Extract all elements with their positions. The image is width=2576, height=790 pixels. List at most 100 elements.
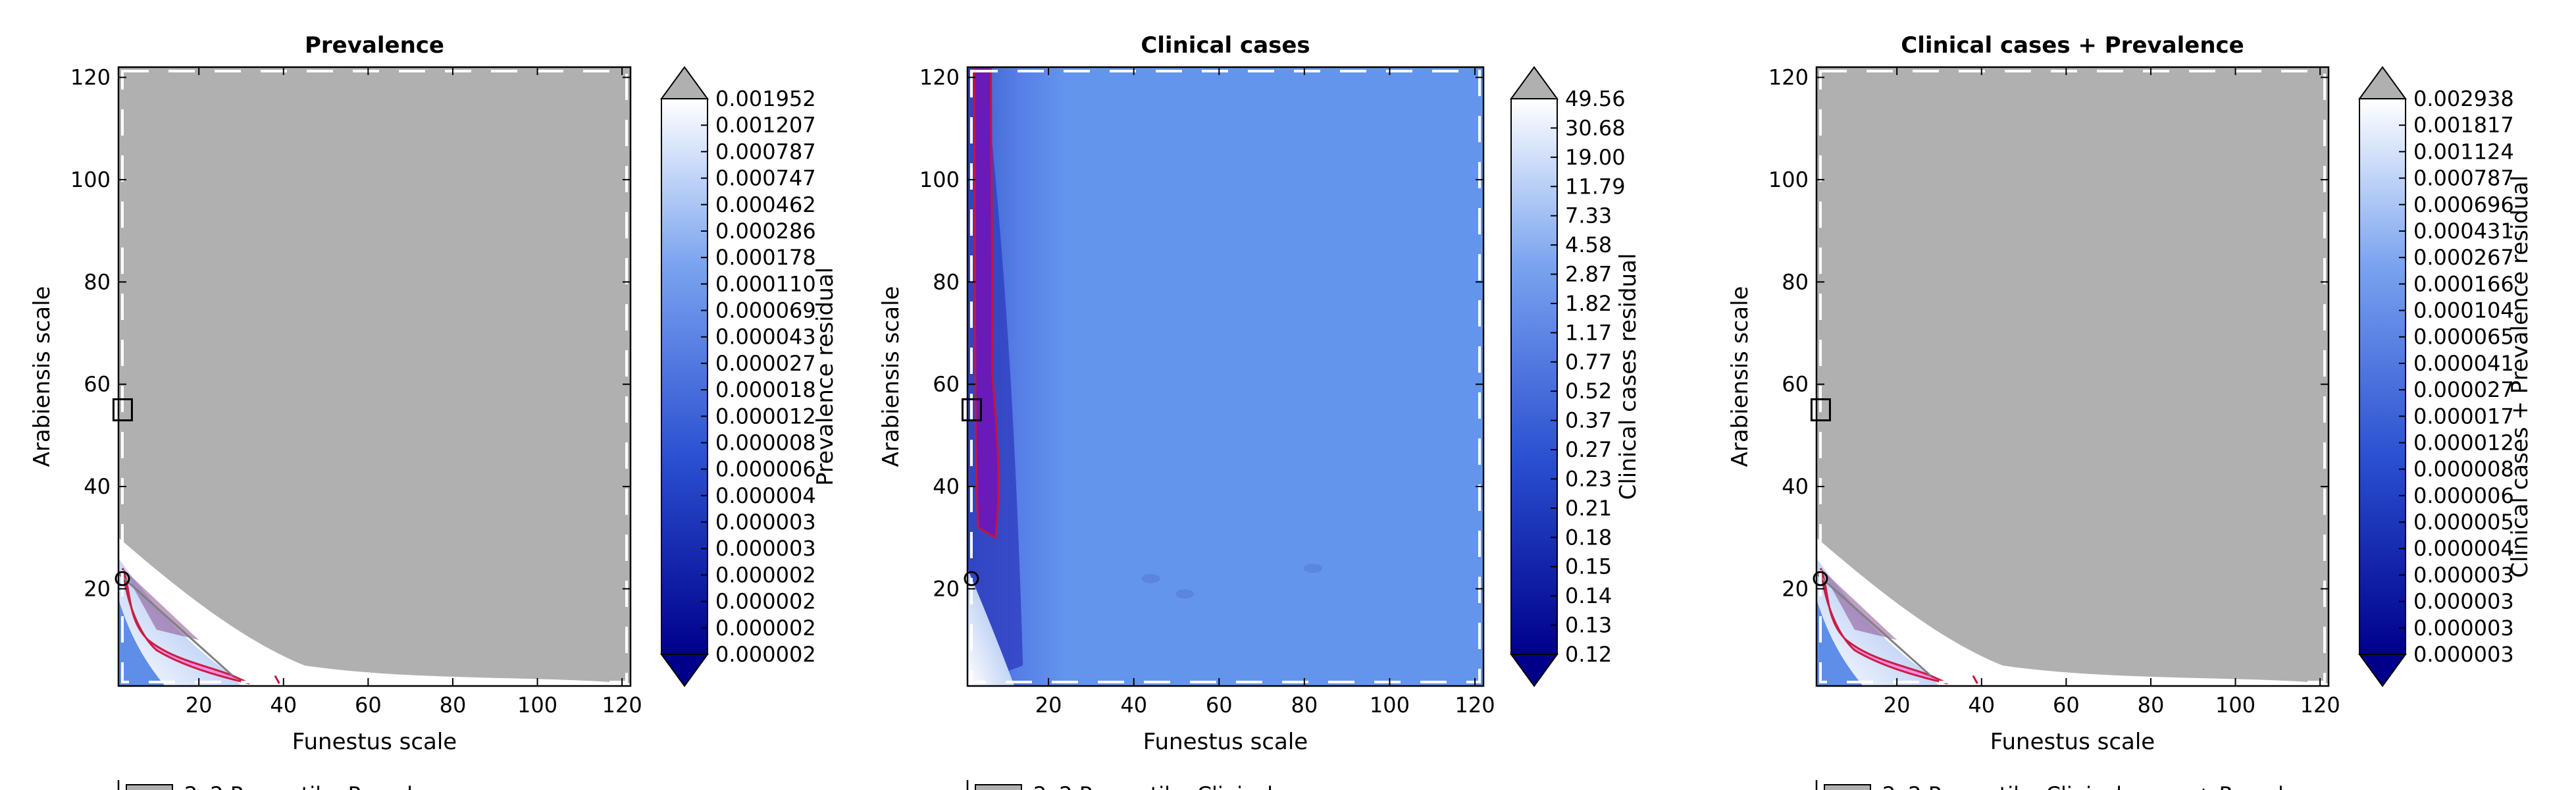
colorbar-label: Clinical cases residual	[1615, 253, 1641, 500]
colorbar-level-label: 0.12	[1565, 642, 1612, 667]
residual-spot	[1175, 589, 1195, 599]
y-tick-label: 40	[933, 474, 960, 499]
x-tick-label: 80	[1291, 693, 1318, 718]
x-tick-label: 20	[1035, 693, 1062, 718]
colorbar-level-label: 0.77	[1565, 350, 1612, 375]
colorbar-level-label: 0.000004	[2413, 536, 2514, 561]
colorbar-level-label: 0.000286	[715, 219, 816, 244]
colorbar-level-label: 0.000069	[715, 298, 816, 323]
colorbar-level-label: 0.000018	[715, 377, 816, 402]
colorbar: 49.56 30.68 19.00 11.79 7.33 4.58 2.87 1.82 1.17…	[1510, 66, 1641, 687]
x-tick-label: 60	[355, 693, 382, 718]
y-tick-label: 60	[1782, 372, 1809, 397]
colorbar-level-label: 0.000178	[715, 245, 816, 270]
colorbar-level-label: 0.000006	[715, 457, 816, 482]
y-tick-label: 100	[919, 167, 960, 192]
colorbar-level-label: 0.000012	[2413, 430, 2514, 455]
colorbar-frame	[661, 98, 708, 655]
colorbar-level-label: 0.27	[1565, 437, 1612, 462]
x-tick-label: 60	[1206, 693, 1233, 718]
legend-swatch	[975, 784, 1022, 790]
y-axis-label: Arabiensis scale	[1727, 286, 1753, 467]
colorbar: 0.0029380.0018170.0011240.0007870.000696…	[2358, 66, 2533, 687]
x-tick-label: 120	[2300, 693, 2340, 718]
colorbar-max-extend	[660, 66, 709, 99]
colorbar-level-label: 0.13	[1565, 613, 1612, 638]
colorbar-level-label: 0.000110	[715, 271, 816, 296]
chart-title: Clinical cases	[1141, 32, 1310, 59]
colorbar-max-extend	[1510, 66, 1558, 99]
colorbar-level-label: 0.000787	[715, 139, 816, 164]
colorbar-level-label: 0.000027	[2413, 377, 2514, 402]
residual-gradient-region	[118, 558, 242, 686]
colorbar-level-label: 0.000027	[715, 351, 816, 376]
colorbar-gradient	[1511, 99, 1557, 654]
colorbar-level-label: 0.000003	[715, 536, 816, 561]
plot-area	[1816, 67, 2329, 686]
residual-spot	[1303, 564, 1322, 573]
boundary-line	[118, 572, 234, 677]
colorbar-level-label: 0.000017	[2413, 404, 2514, 429]
legend: 2x2 Percentile: Clinical cases	[966, 780, 1339, 790]
legend-swatch	[126, 784, 173, 790]
colorbar-level-label: 0.000002	[715, 562, 816, 587]
colorbar-level-label: 0.000696	[2413, 192, 2514, 217]
colorbar-level-label: 0.18	[1565, 525, 1612, 550]
y-tick-label: 40	[84, 474, 111, 499]
colorbar-level-label: 0.000104	[2413, 298, 2514, 323]
circle-marker	[1813, 571, 1828, 587]
colorbar-level-label: 0.000003	[2413, 562, 2514, 587]
colorbar-level-label: 0.37	[1565, 408, 1612, 433]
x-tick-label: 40	[270, 693, 297, 718]
y-tick-label: 120	[919, 65, 960, 90]
unmasked-region	[1816, 537, 2329, 686]
colorbar-level-label: 0.002938	[2413, 86, 2514, 111]
circle-marker	[115, 571, 130, 587]
colorbar-label: Clinical cases + Prevalence residual	[2507, 175, 2533, 577]
x-tick-label: 20	[186, 693, 213, 718]
y-tick-label: 60	[933, 372, 960, 397]
chart-panel-1: Prevalence 20 40 60 80 100 120 20 40 60 80 100 120 Fu…	[29, 32, 838, 790]
residual-gradient-region	[1816, 558, 1940, 686]
residual-spot	[1141, 573, 1160, 583]
colorbar-level-label: 0.000003	[2413, 642, 2514, 667]
colorbar-level-label: 0.23	[1565, 466, 1612, 491]
colorbar-gradient	[2359, 99, 2406, 654]
plot-area	[967, 67, 1483, 686]
colorbar-level-label: 0.000006	[2413, 483, 2514, 508]
hatched-overlap-region	[122, 568, 199, 641]
x-tick-label: 80	[2138, 693, 2165, 718]
x-tick-label: 100	[1370, 693, 1410, 718]
colorbar-level-label: 0.000747	[715, 166, 816, 191]
colorbar-level-label: 0.000012	[715, 404, 816, 429]
x-axis-label: Funestus scale	[1143, 729, 1308, 755]
axes-frame	[117, 66, 632, 687]
colorbar-level-label: 0.000166	[2413, 271, 2514, 296]
y-tick-label: 120	[1768, 65, 1809, 90]
chart-title: Clinical cases + Prevalence	[1901, 32, 2244, 59]
colorbar-level-label: 0.001124	[2413, 139, 2514, 164]
colorbar-level-label: 0.001817	[2413, 113, 2514, 138]
x-tick-label: 40	[1968, 693, 1995, 718]
dashed-frame	[970, 70, 1481, 683]
y-tick-label: 80	[933, 269, 960, 294]
colorbar-level-label: 0.000065	[2413, 325, 2514, 350]
colorbar-level-label: 0.000003	[2413, 616, 2514, 641]
colorbar-frame	[2359, 98, 2406, 655]
colorbar-level-label: 0.000003	[2413, 589, 2514, 614]
x-tick-label: 40	[1120, 693, 1147, 718]
hatched-overlap-region	[1820, 568, 1897, 641]
x-tick-label: 20	[1884, 693, 1911, 718]
colorbar-level-label: 0.001207	[715, 113, 816, 138]
low-residual-region	[1816, 598, 1863, 686]
colorbar-level-label: 0.21	[1565, 496, 1612, 521]
colorbar-level-label: 11.79	[1565, 174, 1626, 199]
dashed-frame	[1819, 70, 2326, 683]
legend-swatch	[1824, 784, 1871, 790]
colorbar-level-label: 0.000005	[2413, 510, 2514, 535]
contour-fragment	[1972, 675, 1978, 684]
axes-frame	[1815, 66, 2330, 687]
x-tick-label: 60	[2053, 693, 2080, 718]
x-tick-label: 100	[517, 693, 557, 718]
